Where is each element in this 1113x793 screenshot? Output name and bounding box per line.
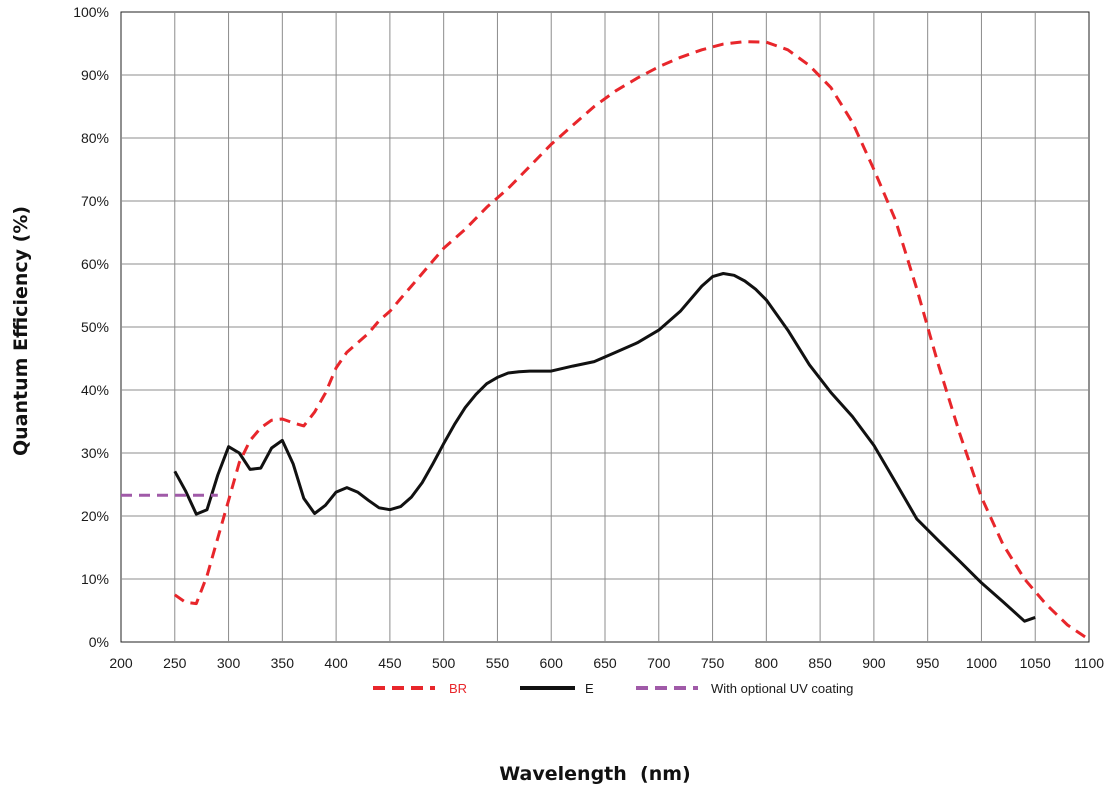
- y-tick-label: 70%: [81, 193, 109, 209]
- series-layer: [121, 40, 1090, 641]
- y-tick-label: 20%: [81, 508, 109, 524]
- legend-label: E: [585, 681, 594, 696]
- y-tick-label: 100%: [73, 4, 109, 20]
- x-tick-label: 950: [916, 655, 940, 671]
- x-tick-label: 600: [540, 655, 564, 671]
- y-tick-label: 40%: [81, 382, 109, 398]
- x-tick-label: 850: [808, 655, 832, 671]
- y-tick-label: 10%: [81, 571, 109, 587]
- legend-label: With optional UV coating: [711, 681, 853, 696]
- y-tick-label: 80%: [81, 130, 109, 146]
- x-tick-label: 200: [109, 655, 133, 671]
- x-tick-label: 650: [593, 655, 617, 671]
- y-tick-label: 0%: [89, 634, 109, 650]
- legend: BR E With optional UV coating: [373, 681, 853, 696]
- legend-label: BR: [449, 681, 467, 696]
- ticks-layer: 200 250 300 350 400 450 500 550 600 650 700 750 800 8…: [73, 4, 1104, 671]
- x-tick-label: 1100: [1074, 655, 1104, 671]
- x-tick-label: 300: [217, 655, 241, 671]
- x-tick-label: 1050: [1020, 655, 1051, 671]
- series-line-e: [173, 272, 1036, 623]
- x-tick-label: 800: [755, 655, 779, 671]
- x-tick-label: 1000: [966, 655, 997, 671]
- x-tick-label: 750: [701, 655, 725, 671]
- x-tick-label: 900: [862, 655, 886, 671]
- y-tick-label: 90%: [81, 67, 109, 83]
- x-tick-label: 450: [378, 655, 402, 671]
- y-axis-title: Quantum Efficiency (%): [10, 206, 32, 456]
- y-tick-label: 30%: [81, 445, 109, 461]
- grid-layer: [120, 11, 1090, 643]
- x-tick-label: 400: [324, 655, 348, 671]
- x-axis-title: Wavelength (nm): [499, 763, 690, 785]
- y-tick-label: 60%: [81, 256, 109, 272]
- x-tick-label: 350: [271, 655, 295, 671]
- x-tick-label: 500: [432, 655, 456, 671]
- x-tick-label: 550: [486, 655, 510, 671]
- x-tick-label: 700: [647, 655, 671, 671]
- x-tick-label: 250: [163, 655, 187, 671]
- series-line-br: [173, 40, 1090, 641]
- y-tick-label: 50%: [81, 319, 109, 335]
